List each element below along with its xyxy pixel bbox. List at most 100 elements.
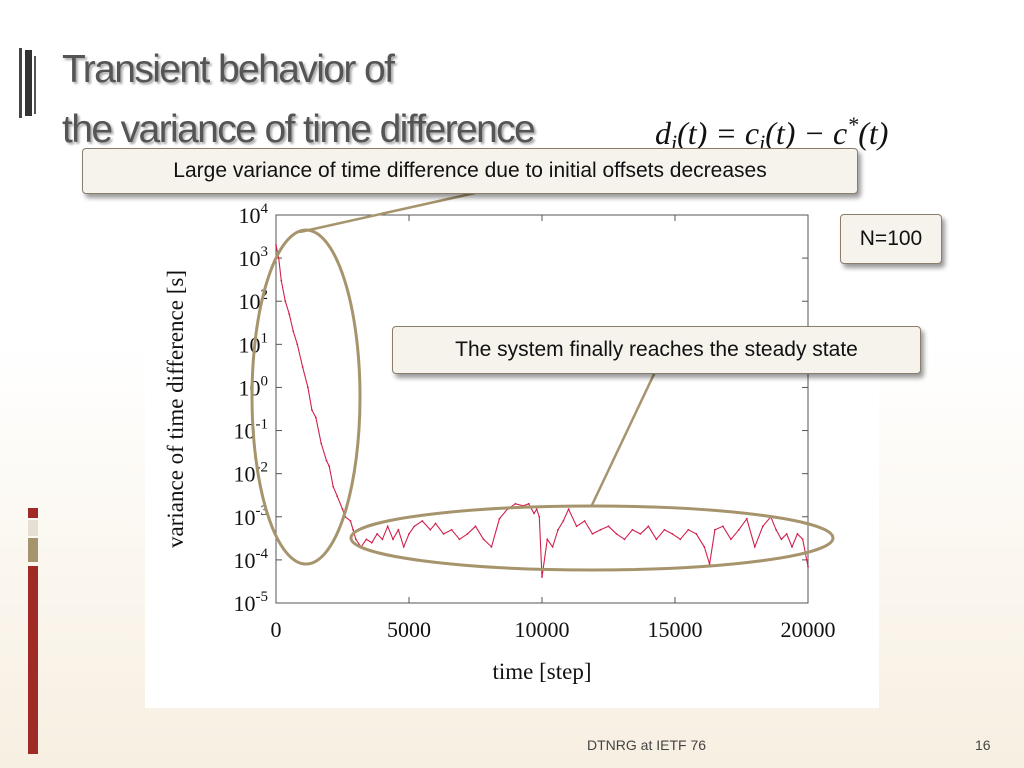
data-point: [397, 528, 400, 531]
data-point: [392, 538, 394, 541]
data-point: [583, 520, 586, 522]
y-tick-label: 10-1: [234, 417, 269, 444]
y-tick-label: 10-3: [234, 503, 269, 530]
data-point: [737, 528, 740, 531]
series-line: [275, 244, 809, 578]
data-point: [780, 538, 783, 541]
accent-bar-light: [28, 520, 38, 536]
data-point: [722, 525, 724, 528]
data-point: [655, 538, 658, 541]
data-point: [761, 525, 764, 528]
data-point: [745, 517, 748, 520]
steady-state-ellipse: [349, 504, 835, 572]
data-point: [490, 546, 493, 548]
title-line-2: the variance of time difference: [62, 108, 536, 151]
data-point: [714, 528, 716, 531]
chart-annotations: [250, 191, 835, 572]
data-point: [354, 538, 357, 541]
data-point: [434, 522, 437, 525]
title-line-1: Transient behavior of: [62, 48, 395, 91]
data-point: [567, 508, 570, 511]
initial-phase-ellipse: [250, 228, 362, 566]
data-point: [474, 525, 477, 528]
data-point: [458, 538, 461, 541]
data-point: [807, 565, 809, 568]
footer-text: DTNRG at IETF 76: [587, 737, 707, 753]
data-point: [791, 546, 793, 548]
data-point: [639, 533, 642, 535]
data-point: [408, 533, 410, 535]
data-point: [615, 533, 618, 535]
data-point: [296, 343, 299, 346]
data-point: [703, 546, 706, 548]
data-point: [753, 546, 756, 548]
data-point: [301, 366, 304, 368]
data-point: [538, 515, 541, 518]
data-point: [679, 538, 682, 541]
data-point: [695, 533, 698, 535]
data-point: [277, 257, 280, 259]
y-axis-label: variance of time difference [s]: [163, 270, 188, 548]
data-point: [671, 533, 674, 535]
data-point: [284, 300, 287, 303]
data-point: [315, 416, 317, 419]
slide-title: Transient behavior of the variance of ti…: [62, 40, 536, 160]
data-point: [325, 459, 328, 462]
data-point: [332, 485, 335, 488]
data-point: [591, 533, 594, 535]
data-point: [533, 512, 535, 515]
x-tick-label: 5000: [387, 617, 431, 642]
y-tick-label: 103: [239, 244, 269, 271]
time-difference-formula: di(t) = ci(t) − c*(t): [655, 112, 889, 155]
data-point: [402, 546, 405, 548]
y-tick-label: 10-5: [234, 589, 269, 616]
data-point: [381, 538, 384, 541]
callout-pointer-steady: [590, 371, 657, 506]
page-number: 16: [975, 737, 991, 753]
x-tick-label: 10000: [515, 617, 570, 642]
accent-bar-red: [28, 508, 38, 518]
title-corner-icon: [19, 48, 36, 118]
accent-bar-long-red: [28, 566, 38, 754]
data-point: [336, 495, 339, 498]
data-point: [557, 528, 559, 531]
data-point: [801, 538, 804, 541]
data-point: [413, 525, 416, 528]
data-point: [623, 538, 626, 541]
data-point: [575, 525, 578, 528]
data-point: [514, 502, 517, 505]
x-tick-label: 20000: [781, 617, 836, 642]
callout-pointer-large: [299, 191, 476, 234]
x-tick-label: 15000: [648, 617, 703, 642]
data-point: [429, 528, 432, 531]
y-tick-label: 104: [239, 201, 269, 228]
y-tick-label: 10-2: [234, 460, 269, 487]
y-tick-label: 100: [239, 373, 269, 400]
data-point: [328, 465, 331, 467]
data-point: [546, 538, 549, 541]
data-point: [482, 538, 485, 541]
data-point: [307, 386, 309, 389]
data-point: [341, 508, 344, 511]
data-point: [607, 525, 610, 528]
chart-series: [275, 244, 809, 578]
data-point: [551, 546, 554, 548]
data-point: [527, 502, 530, 505]
data-point: [288, 313, 291, 316]
data-point: [599, 528, 602, 531]
data-point: [365, 538, 368, 541]
data-point: [320, 442, 323, 445]
x-tick-label: 0: [271, 617, 282, 642]
data-point: [311, 409, 313, 411]
data-point: [498, 517, 501, 520]
data-point: [730, 538, 732, 541]
data-point: [631, 528, 634, 531]
data-point: [349, 520, 352, 522]
data-point: [275, 244, 277, 247]
accent-bar-tan: [28, 538, 38, 562]
callout-steady-state: The system finally reaches the steady st…: [392, 326, 921, 374]
data-point: [775, 528, 777, 531]
data-point: [466, 533, 469, 535]
data-point: [292, 330, 295, 333]
